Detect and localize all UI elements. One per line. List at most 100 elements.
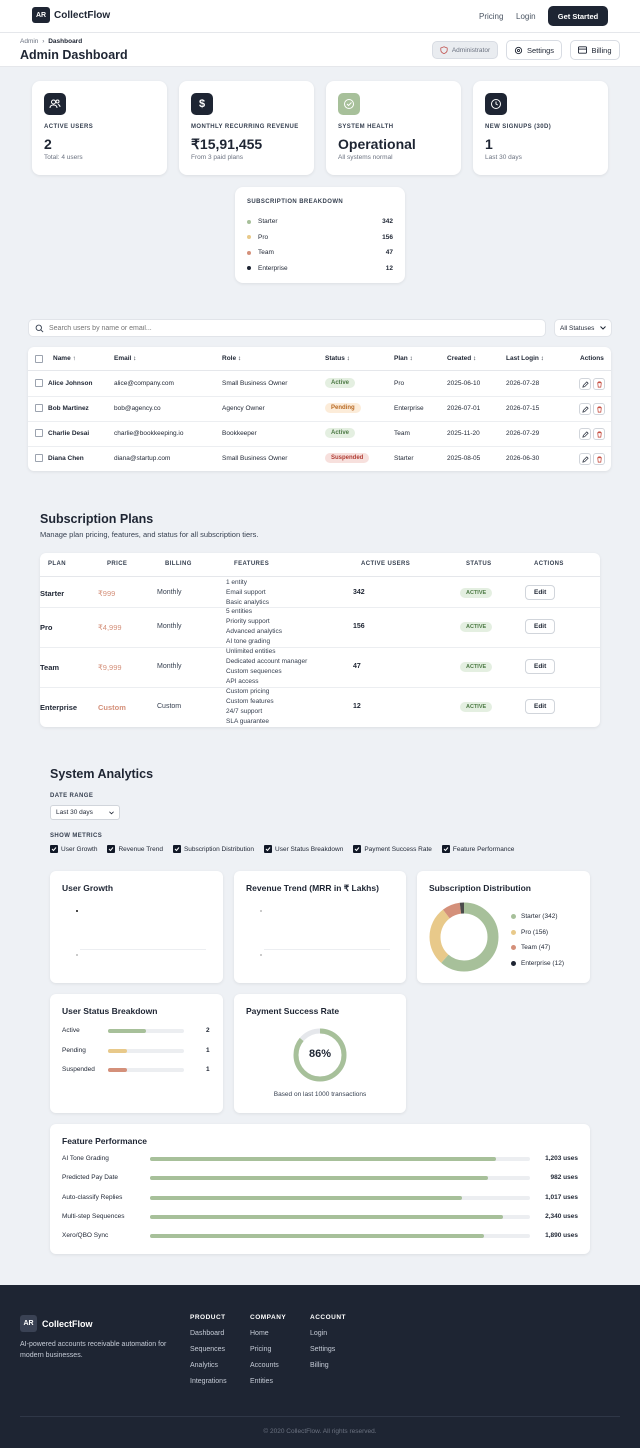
status-bar-track	[108, 1029, 184, 1033]
feature-item: Advanced analytics	[226, 628, 283, 635]
feature-item: Custom features	[226, 698, 274, 705]
metric-toggle-subscription-distribution[interactable]: Subscription Distribution	[172, 845, 254, 853]
breakdown-count: 12	[385, 264, 393, 272]
plan-active-users: 342	[353, 589, 365, 596]
feature-bar-fill	[150, 1195, 462, 1200]
edit-user-button[interactable]	[579, 403, 591, 415]
trash-icon	[596, 406, 602, 412]
col-status[interactable]: Status ↕	[325, 355, 350, 362]
row-checkbox[interactable]	[35, 404, 43, 412]
nav-link-login[interactable]: Login	[516, 12, 536, 21]
table-row: Diana Chen diana@startup.com Small Busin…	[28, 446, 611, 471]
plan-name: Pro	[40, 623, 53, 632]
feature-usage: 1,890 uses	[545, 1232, 578, 1240]
footer-link[interactable]: Pricing	[250, 1346, 272, 1353]
metric-label: Feature Performance	[452, 845, 515, 853]
gear-icon	[514, 46, 523, 54]
col-role[interactable]: Role ↕	[222, 355, 242, 362]
plan-active-users: 12	[353, 703, 361, 710]
edit-plan-button[interactable]: Edit	[525, 699, 556, 714]
status-row-active: Active 2	[62, 1025, 212, 1045]
checkbox-checked[interactable]	[172, 845, 181, 853]
pencil-icon	[581, 455, 589, 463]
metric-toggle-user-growth[interactable]: User Growth	[50, 845, 97, 853]
plan-price: ₹9,999	[98, 663, 122, 672]
col-name[interactable]: Name ↑	[53, 355, 76, 362]
footer-link[interactable]: Entities	[250, 1378, 273, 1385]
page-header: Admin › Dashboard Admin Dashboard Admini…	[0, 33, 640, 67]
footer-brand[interactable]: CollectFlow	[42, 1319, 93, 1329]
feature-item: Dedicated account manager	[226, 658, 308, 665]
metric-label: Revenue Trend	[118, 845, 163, 853]
plan-name: Team	[40, 663, 60, 672]
breadcrumb-root[interactable]: Admin	[20, 38, 39, 45]
nav-link-pricing[interactable]: Pricing	[479, 12, 504, 21]
breakdown-name: Team	[258, 249, 274, 257]
footer-col-account: ACCOUNT Login Settings Billing	[310, 1314, 346, 1369]
user-last-login: 2026-07-28	[506, 380, 540, 387]
footer-link[interactable]: Sequences	[190, 1346, 226, 1353]
chevron-down-icon	[600, 326, 606, 330]
user-email: charlie@bookkeeping.io	[114, 430, 184, 437]
footer-link[interactable]: Integrations	[190, 1378, 227, 1385]
trash-icon	[596, 431, 602, 437]
stat-card-active-users: ACTIVE USERS 2 Total: 4 users	[32, 81, 167, 175]
footer-logo-mark[interactable]: AR	[20, 1315, 37, 1332]
stat-value: Operational	[338, 136, 416, 152]
edit-plan-button[interactable]: Edit	[525, 619, 556, 634]
search-input[interactable]	[49, 324, 529, 332]
footer-link[interactable]: Login	[310, 1330, 328, 1337]
delete-user-button[interactable]	[593, 403, 605, 415]
footer-link[interactable]: Accounts	[250, 1362, 279, 1369]
metric-toggle-feature-performance[interactable]: Feature Performance	[441, 845, 515, 853]
delete-user-button[interactable]	[593, 378, 605, 390]
select-all-checkbox[interactable]	[35, 355, 43, 363]
col-email[interactable]: Email ↕	[114, 355, 137, 362]
row-checkbox[interactable]	[35, 429, 43, 437]
brand-name[interactable]: CollectFlow	[54, 10, 111, 21]
status-filter-select[interactable]: All Statuses	[554, 319, 612, 337]
user-last-login: 2026-07-15	[506, 405, 540, 412]
col-created[interactable]: Created ↕	[447, 355, 477, 362]
row-checkbox[interactable]	[35, 454, 43, 462]
user-email: diana@startup.com	[114, 455, 171, 462]
checkbox-checked[interactable]	[353, 845, 362, 853]
logo-mark[interactable]: AR	[32, 7, 50, 23]
edit-plan-button[interactable]: Edit	[525, 585, 556, 600]
breakdown-item: Enterprise 12	[247, 261, 393, 277]
date-range-select[interactable]: Last 30 days	[50, 805, 120, 820]
plan-name: Enterprise	[40, 703, 78, 712]
plan-price: Custom	[98, 703, 126, 712]
row-checkbox[interactable]	[35, 379, 43, 387]
col-last-login[interactable]: Last Login ↕	[506, 355, 544, 362]
footer-link[interactable]: Analytics	[190, 1362, 219, 1369]
settings-button[interactable]: Settings	[506, 40, 562, 60]
footer-link[interactable]: Billing	[310, 1362, 329, 1369]
checkbox-checked[interactable]	[107, 845, 116, 853]
metric-toggle-user-status[interactable]: User Status Breakdown	[264, 845, 343, 853]
get-started-button[interactable]: Get Started	[548, 6, 608, 26]
metric-toggle-revenue-trend[interactable]: Revenue Trend	[107, 845, 163, 853]
edit-user-button[interactable]	[579, 453, 591, 465]
footer-link[interactable]: Home	[250, 1330, 269, 1337]
checkbox-checked[interactable]	[264, 845, 273, 853]
checkbox-checked[interactable]	[441, 845, 450, 853]
feature-bar-fill	[150, 1234, 485, 1239]
edit-plan-button[interactable]: Edit	[525, 659, 556, 674]
edit-user-button[interactable]	[579, 428, 591, 440]
user-growth-card: User Growth	[50, 871, 223, 983]
axis-line	[264, 949, 390, 950]
edit-user-button[interactable]	[579, 378, 591, 390]
col-plan[interactable]: Plan ↕	[394, 355, 413, 362]
delete-user-button[interactable]	[593, 428, 605, 440]
delete-user-button[interactable]	[593, 453, 605, 465]
checkbox-checked[interactable]	[50, 845, 58, 853]
footer-divider	[20, 1416, 620, 1417]
footer-link[interactable]: Dashboard	[190, 1330, 225, 1337]
footer-link[interactable]: Settings	[310, 1346, 336, 1353]
billing-button[interactable]: Billing	[570, 40, 620, 60]
feature-row: Xero/QBO Sync 1,890 uses	[62, 1230, 578, 1249]
legend-label: Starter (342)	[521, 913, 558, 921]
metric-toggle-payment-success[interactable]: Payment Success Rate	[353, 845, 432, 853]
user-name: Alice Johnson	[48, 380, 93, 387]
